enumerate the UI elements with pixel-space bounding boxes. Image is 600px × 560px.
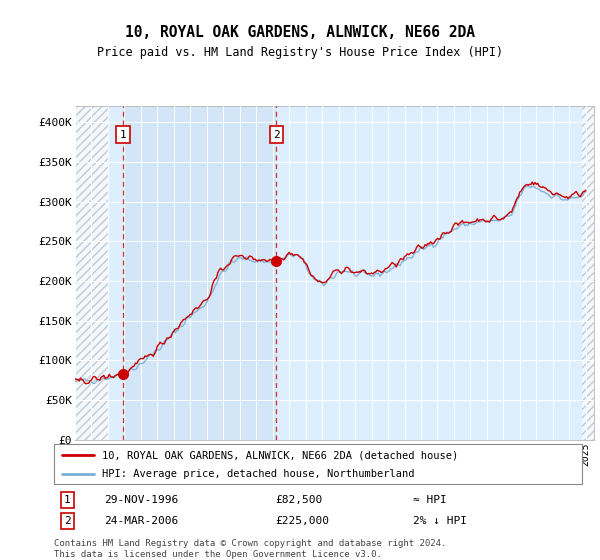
Text: £225,000: £225,000 xyxy=(276,516,330,526)
Bar xyxy=(75,106,108,440)
Text: 2% ↓ HPI: 2% ↓ HPI xyxy=(413,516,467,526)
Text: £82,500: £82,500 xyxy=(276,495,323,505)
Text: 24-MAR-2006: 24-MAR-2006 xyxy=(104,516,178,526)
Text: 10, ROYAL OAK GARDENS, ALNWICK, NE66 2DA: 10, ROYAL OAK GARDENS, ALNWICK, NE66 2DA xyxy=(125,25,475,40)
Text: Price paid vs. HM Land Registry's House Price Index (HPI): Price paid vs. HM Land Registry's House … xyxy=(97,46,503,59)
Bar xyxy=(581,106,594,440)
Text: Contains HM Land Registry data © Crown copyright and database right 2024.
This d: Contains HM Land Registry data © Crown c… xyxy=(54,539,446,559)
Bar xyxy=(123,106,277,440)
Text: 2: 2 xyxy=(64,516,71,526)
Text: 2: 2 xyxy=(273,130,280,140)
Text: 1: 1 xyxy=(64,495,71,505)
Text: 1: 1 xyxy=(119,130,127,140)
Text: HPI: Average price, detached house, Northumberland: HPI: Average price, detached house, Nort… xyxy=(101,469,414,479)
Text: 29-NOV-1996: 29-NOV-1996 xyxy=(104,495,178,505)
Text: ≈ HPI: ≈ HPI xyxy=(413,495,447,505)
Text: 10, ROYAL OAK GARDENS, ALNWICK, NE66 2DA (detached house): 10, ROYAL OAK GARDENS, ALNWICK, NE66 2DA… xyxy=(101,450,458,460)
